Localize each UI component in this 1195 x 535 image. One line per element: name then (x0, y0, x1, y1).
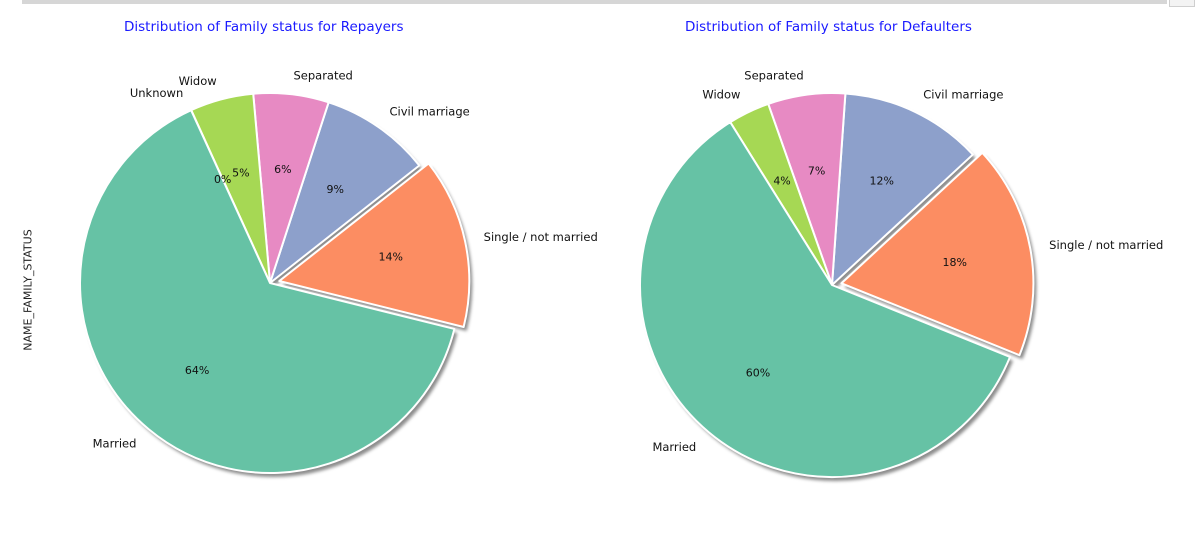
pie-0-label-civil-marriage: Civil marriage (390, 105, 470, 119)
pie-0-slice-single-not-married (278, 162, 471, 328)
pie-0-pct-separated: 6% (274, 163, 291, 176)
pie-1-label-separated: Separated (744, 69, 803, 83)
pie-0-slice-married (79, 109, 456, 474)
chart-title-repayers: Distribution of Family status for Repaye… (124, 19, 404, 35)
pie-0-slice-civil-marriage (269, 101, 421, 284)
pie-0-pct-single-not-married: 14% (379, 251, 403, 264)
pie-1-pct-civil-marriage: 12% (870, 175, 894, 188)
pie-0-pct-civil-marriage: 9% (326, 183, 343, 196)
pie-0-wedges (79, 92, 471, 474)
pie-1-pct-single-not-married: 18% (943, 256, 967, 269)
pie-0-label-married: Married (93, 437, 137, 451)
pie-1-slice-single-not-married (840, 151, 1035, 357)
pie-0-label-separated: Separated (293, 68, 352, 82)
pie-1-label-civil-marriage: Civil marriage (923, 88, 1003, 102)
pie-1-pct-separated: 7% (808, 164, 825, 177)
pie-1-pct-widow: 4% (773, 175, 790, 188)
pie-1-wedges (639, 92, 1035, 478)
pie-0-label-single-not-married: Single / not married (484, 230, 598, 244)
pie-0-pct-widow: 5% (232, 166, 249, 179)
pie-0-label-unknown: Unknown (130, 86, 183, 100)
pie-0-pct-unknown: 0% (214, 173, 231, 186)
scrollbar-track (22, 0, 1167, 4)
pie-1-labels: 18% Single / not married 12% Civil marriage… (652, 69, 1163, 454)
pie-0-label-widow: Widow (179, 74, 217, 88)
pie-1-slice-married (639, 121, 1012, 478)
pie-1-label-single-not-married: Single / not married (1049, 238, 1163, 252)
pie-1-label-married: Married (652, 440, 696, 454)
pie-1-slice-civil-marriage (831, 92, 974, 286)
pie-1-label-widow: Widow (702, 88, 740, 102)
pie-0-labels: 14% Single / not married 9% Civil marriage 6… (93, 68, 598, 450)
chart-title-defaulters: Distribution of Family status for Defaul… (685, 19, 972, 35)
pie-1-pct-married: 60% (746, 367, 770, 380)
pie-0-pct-married: 64% (185, 364, 209, 377)
